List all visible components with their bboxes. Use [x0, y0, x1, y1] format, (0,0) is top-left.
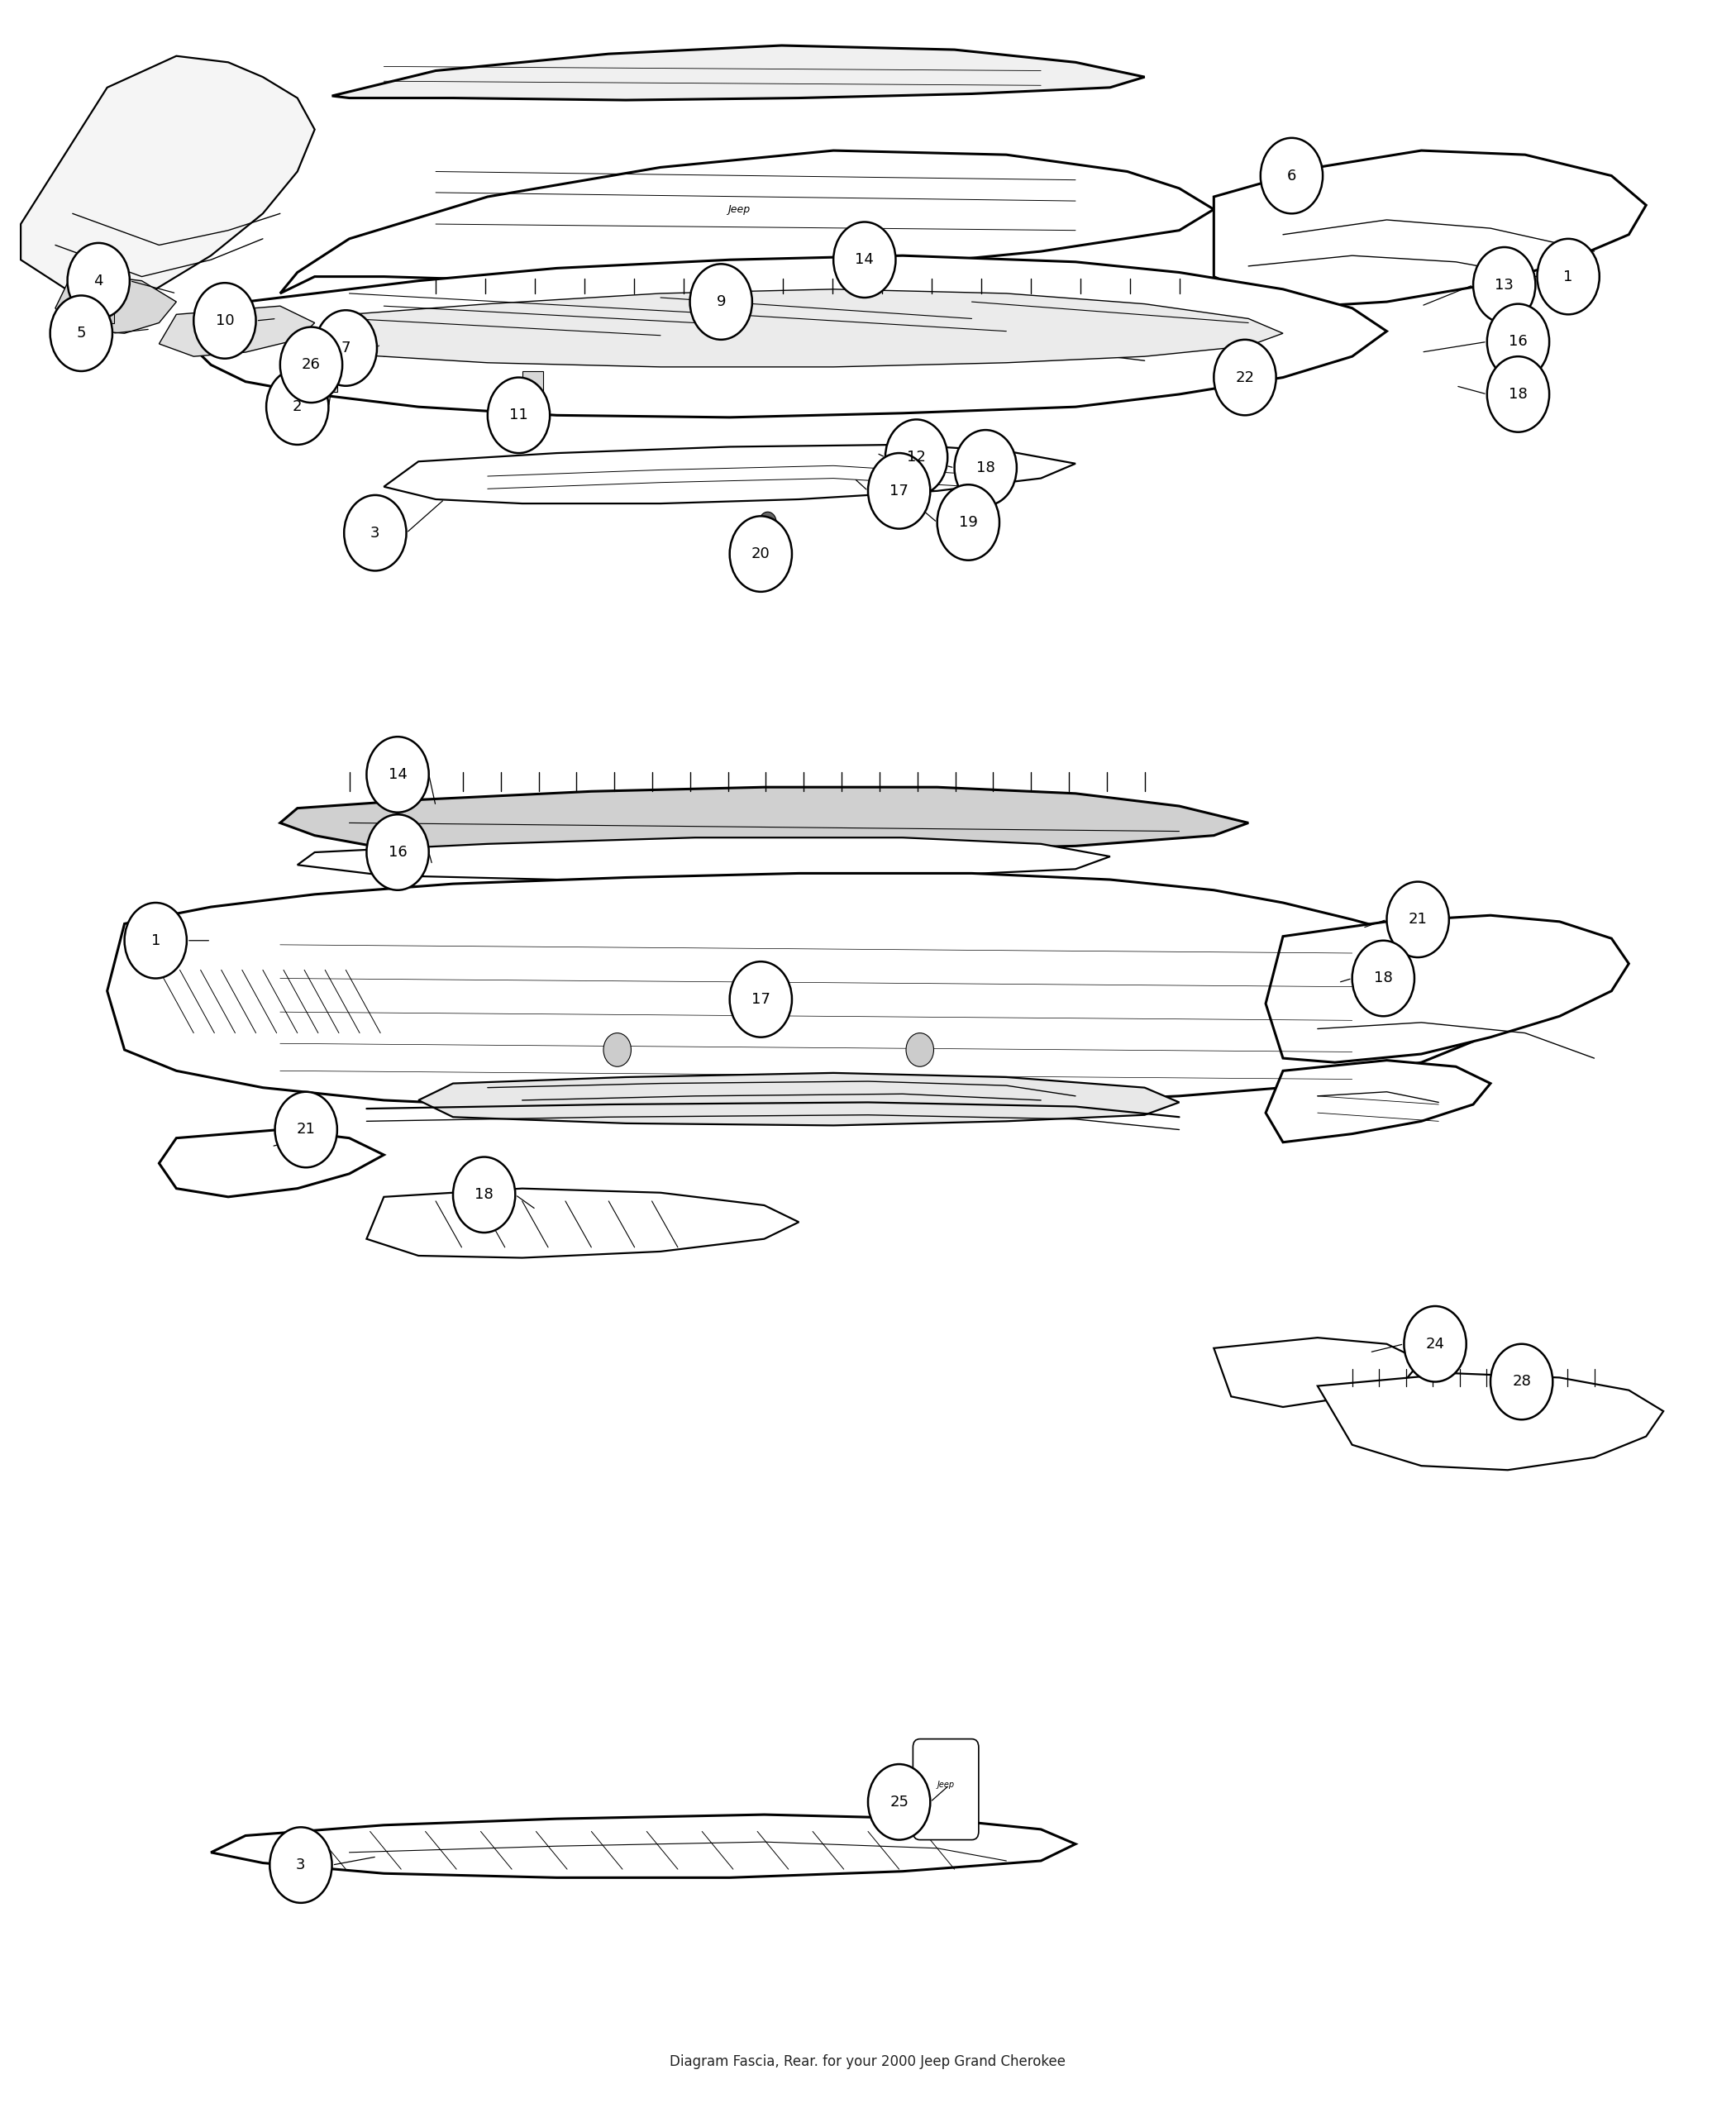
- Bar: [523, 371, 543, 392]
- Text: 21: 21: [297, 1121, 316, 1136]
- Circle shape: [759, 512, 776, 533]
- Polygon shape: [108, 873, 1524, 1109]
- Circle shape: [1488, 304, 1549, 379]
- Text: 3: 3: [370, 525, 380, 540]
- Polygon shape: [384, 445, 1076, 504]
- Text: 3: 3: [297, 1857, 306, 1872]
- Text: 20: 20: [752, 546, 771, 561]
- Circle shape: [937, 485, 1000, 561]
- Text: 18: 18: [976, 460, 995, 474]
- Text: 26: 26: [302, 358, 321, 373]
- Polygon shape: [194, 255, 1387, 417]
- Bar: [306, 367, 337, 392]
- Polygon shape: [56, 272, 177, 333]
- Polygon shape: [21, 57, 314, 297]
- Text: 17: 17: [752, 993, 771, 1008]
- Circle shape: [833, 221, 896, 297]
- Circle shape: [906, 476, 924, 497]
- Circle shape: [1536, 238, 1599, 314]
- Text: 5: 5: [76, 327, 87, 341]
- Circle shape: [269, 1828, 332, 1904]
- Bar: [496, 390, 531, 419]
- Circle shape: [729, 516, 792, 592]
- Bar: [94, 306, 115, 323]
- Polygon shape: [314, 289, 1283, 367]
- Circle shape: [366, 736, 429, 812]
- Text: 12: 12: [906, 449, 925, 464]
- Polygon shape: [212, 1815, 1076, 1878]
- Polygon shape: [1213, 150, 1646, 308]
- Circle shape: [344, 495, 406, 571]
- Polygon shape: [366, 1189, 799, 1258]
- Circle shape: [868, 1764, 930, 1840]
- Circle shape: [1213, 339, 1276, 415]
- Circle shape: [279, 327, 342, 403]
- Circle shape: [1387, 881, 1450, 957]
- Circle shape: [1352, 940, 1415, 1016]
- Text: 28: 28: [1512, 1374, 1531, 1389]
- Polygon shape: [160, 306, 314, 356]
- Text: 11: 11: [509, 407, 528, 424]
- Circle shape: [1260, 137, 1323, 213]
- Text: 18: 18: [1509, 386, 1528, 403]
- Text: 10: 10: [215, 314, 234, 329]
- Text: Jeep: Jeep: [937, 1781, 955, 1790]
- Circle shape: [50, 295, 113, 371]
- Polygon shape: [279, 150, 1213, 293]
- Polygon shape: [1266, 915, 1628, 1062]
- Text: Diagram Fascia, Rear. for your 2000 Jeep Grand Cherokee: Diagram Fascia, Rear. for your 2000 Jeep…: [670, 2053, 1066, 2070]
- Text: 14: 14: [856, 253, 873, 268]
- Circle shape: [951, 495, 965, 512]
- Circle shape: [689, 264, 752, 339]
- Text: 25: 25: [889, 1794, 908, 1809]
- FancyBboxPatch shape: [913, 1739, 979, 1840]
- Circle shape: [366, 814, 429, 890]
- Circle shape: [274, 1092, 337, 1168]
- Text: 13: 13: [1495, 278, 1514, 293]
- Circle shape: [955, 430, 1017, 506]
- Circle shape: [125, 902, 187, 978]
- Polygon shape: [297, 837, 1109, 879]
- Text: 7: 7: [340, 341, 351, 356]
- Text: 18: 18: [1373, 972, 1392, 987]
- Text: 1: 1: [1564, 270, 1573, 285]
- Circle shape: [194, 282, 255, 358]
- Text: 4: 4: [94, 274, 104, 289]
- Text: 17: 17: [889, 483, 908, 497]
- Circle shape: [885, 419, 948, 495]
- Polygon shape: [1318, 1374, 1663, 1469]
- Text: 22: 22: [1236, 371, 1255, 386]
- Text: Jeep: Jeep: [727, 204, 750, 215]
- Text: 9: 9: [717, 295, 726, 310]
- Text: 16: 16: [389, 845, 406, 860]
- Circle shape: [453, 1157, 516, 1233]
- Circle shape: [604, 1033, 632, 1067]
- Polygon shape: [418, 1073, 1179, 1126]
- Circle shape: [266, 369, 328, 445]
- Text: 21: 21: [1408, 913, 1427, 928]
- Circle shape: [488, 377, 550, 453]
- Circle shape: [1491, 1345, 1552, 1419]
- Text: 19: 19: [958, 514, 977, 529]
- Text: 24: 24: [1425, 1336, 1444, 1351]
- Polygon shape: [160, 1130, 384, 1197]
- Circle shape: [868, 453, 930, 529]
- Polygon shape: [279, 786, 1248, 854]
- Polygon shape: [1213, 1339, 1422, 1406]
- Circle shape: [906, 1033, 934, 1067]
- Text: 6: 6: [1286, 169, 1297, 183]
- Circle shape: [1404, 1307, 1467, 1381]
- Text: 14: 14: [389, 767, 408, 782]
- Text: 1: 1: [151, 934, 160, 949]
- Circle shape: [314, 310, 377, 386]
- Polygon shape: [332, 46, 1144, 99]
- Circle shape: [1488, 356, 1549, 432]
- Text: 2: 2: [293, 398, 302, 415]
- Circle shape: [68, 242, 130, 318]
- Polygon shape: [1266, 1060, 1491, 1143]
- Circle shape: [729, 961, 792, 1037]
- Text: 18: 18: [474, 1187, 493, 1202]
- Text: 16: 16: [1509, 335, 1528, 350]
- Circle shape: [1474, 247, 1535, 323]
